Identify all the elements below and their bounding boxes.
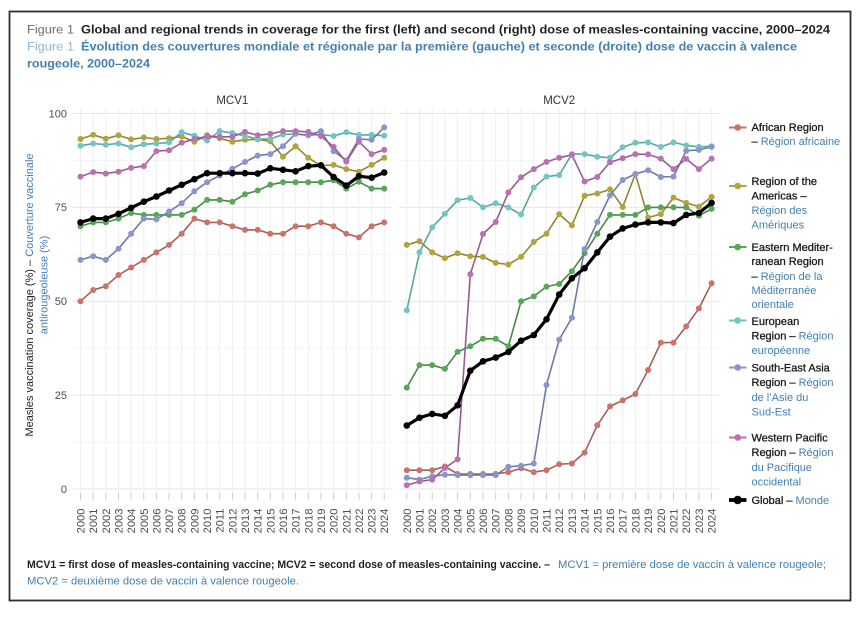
svg-text:2014: 2014: [580, 509, 592, 534]
svg-text:de l’Asie du: de l’Asie du: [752, 392, 809, 404]
svg-text:Méditerranée: Méditerranée: [752, 285, 817, 297]
svg-text:2017: 2017: [618, 509, 630, 534]
svg-text:du Pacifique: du Pacifique: [752, 462, 813, 474]
svg-text:2009: 2009: [189, 509, 201, 534]
svg-text:South-East Asia: South-East Asia: [752, 363, 831, 375]
svg-text:européenne: européenne: [752, 345, 811, 357]
svg-text:Sud-Est: Sud-Est: [752, 407, 791, 419]
svg-text:75: 75: [55, 202, 67, 214]
svg-text:2008: 2008: [177, 509, 189, 534]
svg-text:rougeole, 2000–2024: rougeole, 2000–2024: [27, 57, 150, 71]
svg-text:2023: 2023: [367, 509, 379, 534]
svg-text:Region – Région: Region – Région: [752, 377, 834, 389]
svg-text:2008: 2008: [503, 509, 515, 534]
svg-text:2015: 2015: [265, 509, 277, 534]
svg-text:2018: 2018: [630, 509, 642, 534]
svg-text:European: European: [752, 316, 800, 328]
svg-text:2002: 2002: [101, 509, 113, 534]
svg-text:2022: 2022: [354, 509, 366, 534]
svg-text:2013: 2013: [240, 509, 252, 534]
svg-text:2004: 2004: [126, 509, 138, 534]
svg-text:2001: 2001: [88, 509, 100, 534]
svg-text:2006: 2006: [151, 509, 163, 534]
svg-text:2016: 2016: [278, 509, 290, 534]
svg-text:Region of the: Region of the: [752, 176, 817, 188]
svg-text:100: 100: [49, 108, 67, 120]
svg-text:2000: 2000: [402, 509, 414, 534]
svg-text:Global – Monde: Global – Monde: [752, 495, 830, 507]
svg-text:Eastern Mediter-: Eastern Mediter-: [752, 242, 834, 254]
svg-text:Measles vaccination coverage (: Measles vaccination coverage (%) – Couve…: [24, 153, 36, 436]
svg-text:2023: 2023: [694, 509, 706, 534]
svg-text:MCV2 = deuxième dose de vaccin: MCV2 = deuxième dose de vaccin à valence…: [27, 576, 299, 588]
svg-text:2001: 2001: [415, 509, 427, 534]
svg-text:2003: 2003: [440, 509, 452, 534]
svg-text:occidental: occidental: [752, 477, 802, 489]
svg-text:Region – Région: Region – Région: [752, 331, 834, 343]
svg-text:2006: 2006: [478, 509, 490, 534]
svg-text:MCV1 = first dose of measles-c: MCV1 = first dose of measles-containing …: [27, 559, 826, 571]
svg-text:2024: 2024: [707, 509, 719, 534]
svg-text:Amériques: Amériques: [752, 220, 805, 232]
svg-text:25: 25: [55, 390, 67, 402]
svg-text:2021: 2021: [669, 509, 681, 534]
svg-text:2011: 2011: [542, 509, 554, 533]
svg-text:2007: 2007: [491, 509, 503, 534]
svg-text:MCV2: MCV2: [543, 95, 575, 107]
svg-text:ranean Region: ranean Region: [752, 256, 824, 268]
svg-text:2012: 2012: [554, 509, 566, 534]
svg-text:2005: 2005: [139, 509, 151, 534]
svg-text:2020: 2020: [656, 509, 668, 534]
svg-text:2003: 2003: [114, 509, 126, 534]
svg-text:2004: 2004: [453, 509, 465, 534]
svg-text:2021: 2021: [341, 509, 353, 534]
svg-text:2014: 2014: [253, 509, 265, 534]
svg-text:2011: 2011: [215, 509, 227, 533]
svg-text:2010: 2010: [202, 509, 214, 534]
svg-text:2020: 2020: [329, 509, 341, 534]
svg-text:2016: 2016: [605, 509, 617, 534]
svg-text:– Région africaine: – Région africaine: [752, 136, 841, 148]
svg-text:2009: 2009: [516, 509, 528, 534]
svg-text:2015: 2015: [592, 509, 604, 534]
svg-text:2022: 2022: [681, 509, 693, 534]
svg-text:2013: 2013: [567, 509, 579, 534]
svg-text:2010: 2010: [529, 509, 541, 534]
svg-text:0: 0: [61, 484, 67, 496]
svg-text:2018: 2018: [303, 509, 315, 534]
svg-text:orientale: orientale: [752, 299, 794, 311]
svg-text:Région des: Région des: [752, 205, 808, 217]
svg-text:– Région de la: – Région de la: [752, 271, 824, 283]
svg-text:Americas –: Americas –: [752, 191, 808, 203]
svg-text:2024: 2024: [379, 509, 391, 534]
svg-text:2017: 2017: [291, 509, 303, 534]
svg-text:Western Pacific: Western Pacific: [752, 433, 829, 445]
svg-text:2007: 2007: [164, 509, 176, 534]
svg-text:antirougeoleuse (%): antirougeoleuse (%): [39, 236, 51, 334]
svg-text:2005: 2005: [465, 509, 477, 534]
svg-text:African Region: African Region: [752, 122, 824, 134]
svg-text:2002: 2002: [427, 509, 439, 534]
svg-text:2019: 2019: [316, 509, 328, 534]
svg-text:MCV1: MCV1: [216, 95, 248, 107]
svg-text:Region – Région: Region – Région: [752, 447, 834, 459]
svg-text:50: 50: [55, 296, 67, 308]
svg-text:2019: 2019: [643, 509, 655, 534]
svg-text:2000: 2000: [76, 509, 88, 534]
svg-text:2012: 2012: [227, 509, 239, 534]
